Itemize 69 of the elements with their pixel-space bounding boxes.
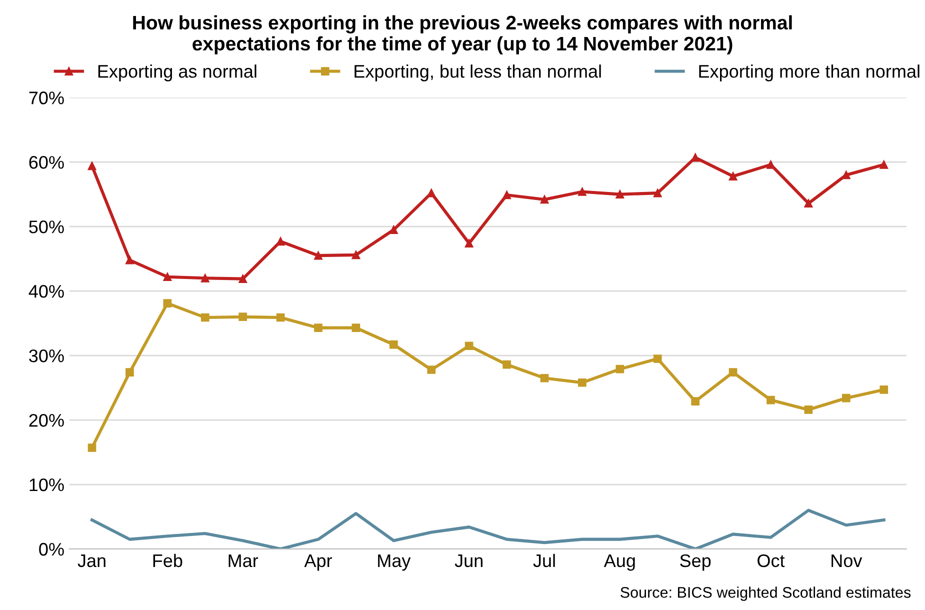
point bbox=[200, 313, 210, 322]
point bbox=[578, 188, 586, 196]
point bbox=[238, 312, 247, 322]
point bbox=[88, 162, 96, 170]
x-tick-label: Mar bbox=[228, 554, 258, 568]
point bbox=[163, 272, 172, 282]
point bbox=[427, 366, 436, 374]
chart-title: How business exporting in the previous 2-weeks compares with normal expectations for the time of year (up to 14 November 2021) bbox=[133, 15, 792, 54]
point bbox=[464, 342, 474, 350]
point bbox=[88, 444, 96, 452]
x-tick-label: Aug bbox=[604, 554, 635, 571]
x-tick-label: Sep bbox=[680, 554, 711, 571]
y-tick-label: 40% bbox=[28, 284, 64, 298]
y-tick-label: 60% bbox=[29, 156, 64, 169]
y-tick-label: 0% bbox=[39, 542, 64, 556]
point bbox=[691, 397, 700, 406]
y-tick-label: 20% bbox=[29, 414, 64, 427]
x-tick-label: May bbox=[378, 554, 411, 571]
point bbox=[728, 368, 738, 376]
legend-label: Exporting as normal bbox=[98, 64, 256, 82]
point bbox=[126, 256, 134, 264]
point bbox=[616, 364, 624, 374]
point bbox=[804, 199, 813, 208]
point bbox=[276, 237, 285, 246]
point bbox=[653, 354, 662, 363]
point bbox=[314, 324, 322, 332]
point bbox=[842, 170, 850, 180]
x-tick-label: Jun bbox=[454, 554, 482, 568]
point bbox=[691, 153, 700, 162]
point bbox=[653, 188, 662, 198]
point bbox=[126, 368, 134, 376]
x-tick-label: Jul bbox=[533, 554, 555, 568]
point bbox=[540, 374, 549, 382]
point bbox=[238, 274, 247, 283]
point bbox=[540, 195, 549, 204]
x-tick-label: Apr bbox=[304, 554, 332, 571]
y-tick-label: 70% bbox=[29, 92, 64, 104]
x-tick-label: Nov bbox=[832, 554, 862, 568]
legend-label: Exporting, but less than normal bbox=[354, 64, 601, 82]
point bbox=[276, 313, 285, 322]
point bbox=[880, 160, 888, 169]
point bbox=[200, 274, 210, 282]
y-tick-label: 30% bbox=[29, 349, 64, 362]
point bbox=[578, 378, 586, 387]
point bbox=[804, 406, 813, 414]
y-tick-label: 10% bbox=[30, 478, 64, 492]
point bbox=[728, 172, 738, 180]
point bbox=[502, 190, 511, 200]
point bbox=[464, 239, 474, 248]
line-series bbox=[90, 508, 886, 549]
source-note: Source: BICS weighted Scotland estimates bbox=[620, 586, 911, 601]
point bbox=[427, 188, 436, 198]
point bbox=[766, 396, 775, 404]
point bbox=[880, 386, 888, 394]
legend-label: Exporting more than normal bbox=[699, 64, 920, 82]
point bbox=[502, 360, 511, 369]
x-tick-label: Jan bbox=[78, 554, 106, 568]
point bbox=[842, 394, 850, 402]
point bbox=[766, 160, 775, 169]
point bbox=[352, 250, 360, 260]
point bbox=[163, 299, 172, 308]
y-tick-label: 50% bbox=[29, 220, 64, 234]
point bbox=[390, 226, 398, 234]
point bbox=[616, 190, 624, 198]
point bbox=[352, 324, 360, 332]
x-tick-label: Feb bbox=[153, 554, 182, 568]
x-tick-label: Oct bbox=[758, 554, 785, 568]
point bbox=[314, 251, 322, 260]
point bbox=[390, 340, 398, 349]
